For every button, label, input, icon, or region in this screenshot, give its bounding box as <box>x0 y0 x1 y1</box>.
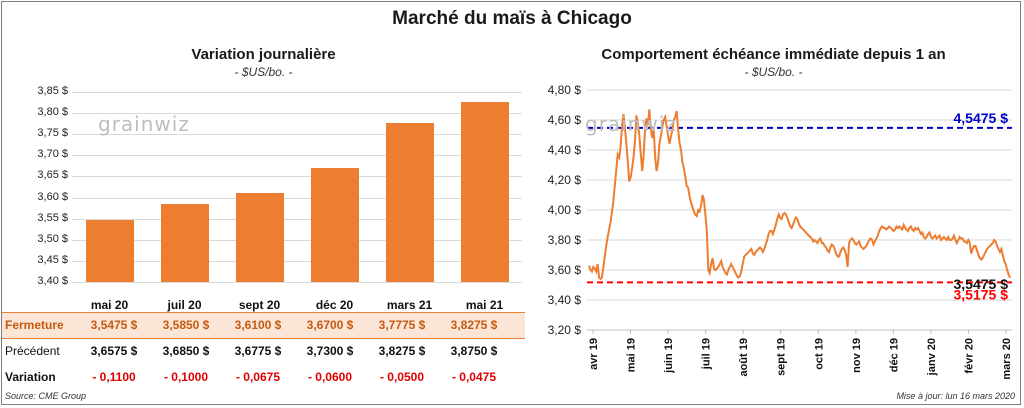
x-tick-label: mars 20 <box>1001 338 1013 380</box>
x-tick-label: juil 19 <box>701 338 713 370</box>
y-tick-label: 3,50 $ <box>37 232 68 245</box>
y-tick-label: 3,75 $ <box>37 127 68 140</box>
gridline <box>72 134 522 136</box>
gridline <box>72 197 522 199</box>
x-category-label: sept 20 <box>238 298 281 312</box>
x-tick-label: févr 20 <box>963 338 975 373</box>
main-title: Marché du maïs à Chicago <box>392 8 632 29</box>
x-tick-label: mai 19 <box>626 338 638 372</box>
y-tick-label: 3,55 $ <box>37 211 68 224</box>
y-tick-label: 4,80 $ <box>548 83 582 97</box>
reference-label-high: 4,5475 $ <box>954 110 1009 126</box>
x-category-label: déc 20 <box>315 298 354 312</box>
table-cell: - 0,0675 <box>235 370 281 384</box>
right-panel-unit: - $US/bo. - <box>744 65 803 79</box>
y-tick-label: 4,40 $ <box>548 143 582 157</box>
logo-text: grainwiz <box>98 112 190 136</box>
bar <box>310 168 359 282</box>
x-tick-label: avr 19 <box>588 338 600 370</box>
logo-text: grainwiz <box>585 112 677 136</box>
gridline <box>72 218 522 220</box>
y-tick-label: 3,80 $ <box>548 233 582 247</box>
update-note: Mise à jour: lun 16 mars 2020 <box>896 391 1015 401</box>
gridline <box>72 282 522 283</box>
x-category-label: mai 20 <box>90 298 129 312</box>
gridline <box>72 92 522 93</box>
table-cell: 3,8275 $ <box>450 318 498 332</box>
y-tick-label: 3,20 $ <box>548 323 582 337</box>
table-cell: - 0,1000 <box>163 370 209 384</box>
table-cell: 3,6575 $ <box>90 344 138 358</box>
x-category-label: mars 21 <box>386 298 433 312</box>
x-tick-label: janv 20 <box>926 338 938 376</box>
table-cell: - 0,1100 <box>92 370 136 384</box>
y-tick-label: 3,65 $ <box>37 169 68 182</box>
gridline <box>72 113 522 115</box>
gridline <box>72 176 522 178</box>
gridline <box>72 260 522 262</box>
x-tick-label: déc 19 <box>888 338 900 372</box>
y-tick-label: 3,40 $ <box>548 293 582 307</box>
table-row-precedent: Précédent 3,6575 $ 3,6850 $ 3,6775 $ 3,7… <box>2 339 525 364</box>
grainwiz-logo-right: grainwiz <box>585 112 677 136</box>
y-tick-label: 4,00 $ <box>548 203 582 217</box>
y-tick-label: 3,60 $ <box>548 263 582 277</box>
y-tick-label: 3,40 $ <box>37 275 68 287</box>
x-tick-label: août 19 <box>738 338 750 377</box>
row-label: Variation <box>5 370 56 384</box>
table-cell: 3,5475 $ <box>90 318 138 332</box>
gridline <box>72 155 522 157</box>
bar <box>85 219 134 282</box>
row-label: Fermeture <box>5 318 64 332</box>
y-tick-label: 3,45 $ <box>37 253 68 266</box>
table-cell: 3,6850 $ <box>162 344 210 358</box>
left-panel-title: Variation journalière <box>191 46 336 63</box>
x-category-label: mai 21 <box>465 298 504 312</box>
x-tick-label: oct 19 <box>813 338 825 370</box>
last-value-label: 3,5475 $ <box>954 276 1009 292</box>
reference-label-low: 3,5175 $ <box>954 286 1009 302</box>
table-cell: 3,7300 $ <box>306 344 354 358</box>
gridline <box>72 239 522 241</box>
price-line <box>588 109 1011 281</box>
table-cell: 3,6700 $ <box>306 318 354 332</box>
table-cell: - 0,0500 <box>379 370 425 384</box>
y-tick-label: 3,60 $ <box>37 190 68 203</box>
left-panel-unit: - $US/bo. - <box>234 65 293 79</box>
line-chart: 3,20 $ 3,40 $ 3,60 $ 3,80 $ 4,00 $ 4,20 $ 4,40… <box>548 83 1013 380</box>
bar <box>385 122 434 282</box>
table-cell: 3,6775 $ <box>234 344 282 358</box>
y-tick-label: 4,20 $ <box>548 173 582 187</box>
table-row-fermeture: Fermeture 3,5475 $ 3,5850 $ 3,6100 $ 3,6… <box>2 312 525 339</box>
grainwiz-logo-left: grainwiz <box>98 112 190 136</box>
y-tick-label: 3,85 $ <box>37 85 68 97</box>
table-cell: 3,7775 $ <box>378 318 426 332</box>
x-tick-label: nov 19 <box>851 338 863 373</box>
x-category-label: juil 20 <box>167 298 202 312</box>
row-label: Précédent <box>5 344 60 358</box>
y-tick-label: 3,80 $ <box>37 106 68 119</box>
bar <box>235 193 284 282</box>
y-tick-label: 4,60 $ <box>548 113 582 127</box>
table-cell: - 0,0475 <box>451 370 497 384</box>
x-tick-label: sept 19 <box>776 338 788 376</box>
table-cell: 3,6100 $ <box>234 318 282 332</box>
table-cell: 3,8750 $ <box>450 344 498 358</box>
table-cell: 3,5850 $ <box>162 318 210 332</box>
x-tick-label: juin 19 <box>663 338 675 374</box>
y-tick-label: 3,70 $ <box>37 148 68 161</box>
bar <box>160 203 209 282</box>
right-panel-title: Comportement échéance immédiate depuis 1… <box>601 46 946 63</box>
table-cell: 3,8275 $ <box>378 344 426 358</box>
table-row-variation: Variation - 0,1100 - 0,1000 - 0,0675 - 0… <box>2 365 525 390</box>
bar <box>460 101 509 282</box>
source-note: Source: CME Group <box>5 391 87 401</box>
table-cell: - 0,0600 <box>307 370 353 384</box>
